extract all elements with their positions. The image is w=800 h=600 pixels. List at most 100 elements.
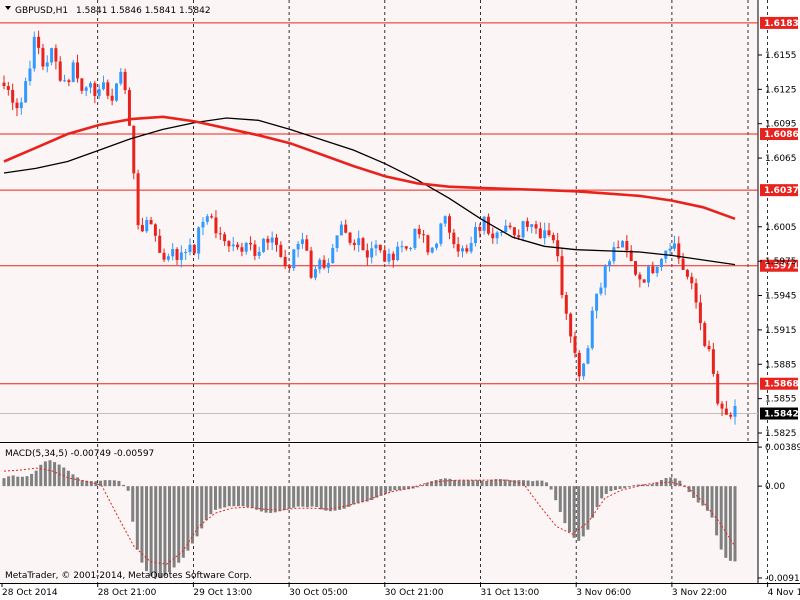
candle-body [413, 228, 417, 248]
candle-body [698, 302, 702, 324]
candle-body [638, 274, 642, 280]
candle-body [305, 239, 309, 251]
candle-body [512, 227, 516, 236]
candlestick-series [2, 30, 737, 425]
candle-body [63, 80, 67, 82]
candle-body [257, 251, 261, 256]
ma-fast-line [3, 117, 736, 266]
macd-bar [204, 486, 208, 521]
candle-body [547, 230, 551, 235]
macd-bar [34, 470, 38, 487]
macd-bar [636, 484, 640, 487]
candle-body [456, 244, 460, 252]
macd-bar [613, 486, 617, 490]
macd-bar [655, 482, 659, 487]
macd-bar [673, 478, 677, 487]
macd-title: MACD(5,34,5) -0.00749 -0.00597 [5, 449, 154, 459]
candle-body [214, 217, 218, 234]
candle-body [227, 241, 231, 247]
candle-body [240, 247, 244, 252]
macd-bar [710, 486, 714, 518]
macd-bar [190, 486, 194, 544]
macd-bar [273, 486, 277, 513]
candle-body [158, 235, 162, 253]
macd-bar [503, 479, 507, 487]
candle-body [149, 220, 153, 225]
macd-bar [108, 480, 112, 487]
candle-body [84, 87, 88, 91]
macd-bar [310, 486, 314, 507]
macd-bar [80, 480, 84, 487]
candle-body [171, 249, 175, 257]
macd-plot-area[interactable] [0, 444, 758, 583]
macd-histogram [2, 460, 737, 579]
candle-body [114, 83, 118, 101]
macd-bar [347, 486, 351, 507]
macd-bar [627, 486, 631, 488]
candle-body [11, 89, 15, 103]
time-axis: 28 Oct 2014 28 Oct 21:00 29 Oct 13:00 30 Oc… [1, 583, 800, 598]
level-label-bg-4 [760, 377, 798, 390]
candle-body [603, 265, 607, 288]
macd-bar [540, 480, 544, 487]
candle-body [262, 238, 266, 252]
macd-bar [140, 486, 144, 563]
x-tick-label-6: 3 Nov 06:00 [576, 588, 631, 598]
symbol-dropdown-icon[interactable] [5, 6, 11, 10]
candle-body [28, 68, 32, 82]
candle-body [197, 227, 201, 254]
macd-bar [485, 480, 489, 487]
macd-bar [145, 486, 149, 572]
candle-body [188, 244, 192, 253]
macd-bar [604, 486, 608, 494]
candle-body [140, 225, 144, 232]
macd-bar [223, 486, 227, 508]
level-label-1: 1.6086 [764, 130, 799, 140]
macd-bar [623, 486, 627, 489]
macd-bar [57, 464, 61, 487]
candle-body [534, 224, 538, 229]
candle-body [508, 225, 512, 228]
candle-body [283, 256, 287, 267]
candle-body [205, 216, 209, 222]
candle-body [50, 48, 54, 63]
candle-body [655, 267, 659, 274]
candle-body [499, 232, 503, 234]
x-tick-label-7: 3 Nov 22:00 [672, 588, 727, 598]
macd-bar [278, 486, 282, 512]
candle-body [71, 62, 75, 83]
macd-bar [558, 486, 562, 512]
level-label-bg-1 [760, 128, 798, 141]
macd-bar [393, 486, 397, 491]
level-label-2: 1.6037 [764, 186, 799, 196]
candle-body [192, 244, 196, 254]
macd-bar [531, 481, 535, 487]
candle-body [569, 313, 573, 337]
candle-body [6, 86, 10, 90]
candle-body [97, 89, 101, 96]
y-tick-label-0: 1.6155 [765, 51, 797, 61]
macd-bar [434, 479, 438, 487]
macd-bar [287, 486, 291, 509]
main-plot-area[interactable] [0, 0, 758, 441]
macd-bar [172, 486, 176, 568]
moving-averages [3, 115, 736, 266]
macd-bar [728, 486, 732, 561]
candle-body [348, 232, 352, 243]
candle-body [253, 244, 257, 256]
macd-bar [430, 481, 434, 487]
macd-bar [71, 474, 75, 487]
y-tick-label-1: 1.6125 [765, 85, 797, 95]
candle-body [694, 283, 698, 303]
candle-body [504, 225, 508, 233]
candle-body [175, 249, 179, 260]
current-price-label-bg [760, 407, 798, 420]
vertical-grid [97, 0, 768, 583]
candle-body [19, 102, 23, 109]
macd-bar [126, 486, 130, 491]
candle-body [370, 248, 374, 258]
macd-bar [577, 486, 581, 541]
candle-body [2, 82, 6, 87]
macd-bar [595, 486, 599, 508]
macd-bar [241, 486, 245, 507]
